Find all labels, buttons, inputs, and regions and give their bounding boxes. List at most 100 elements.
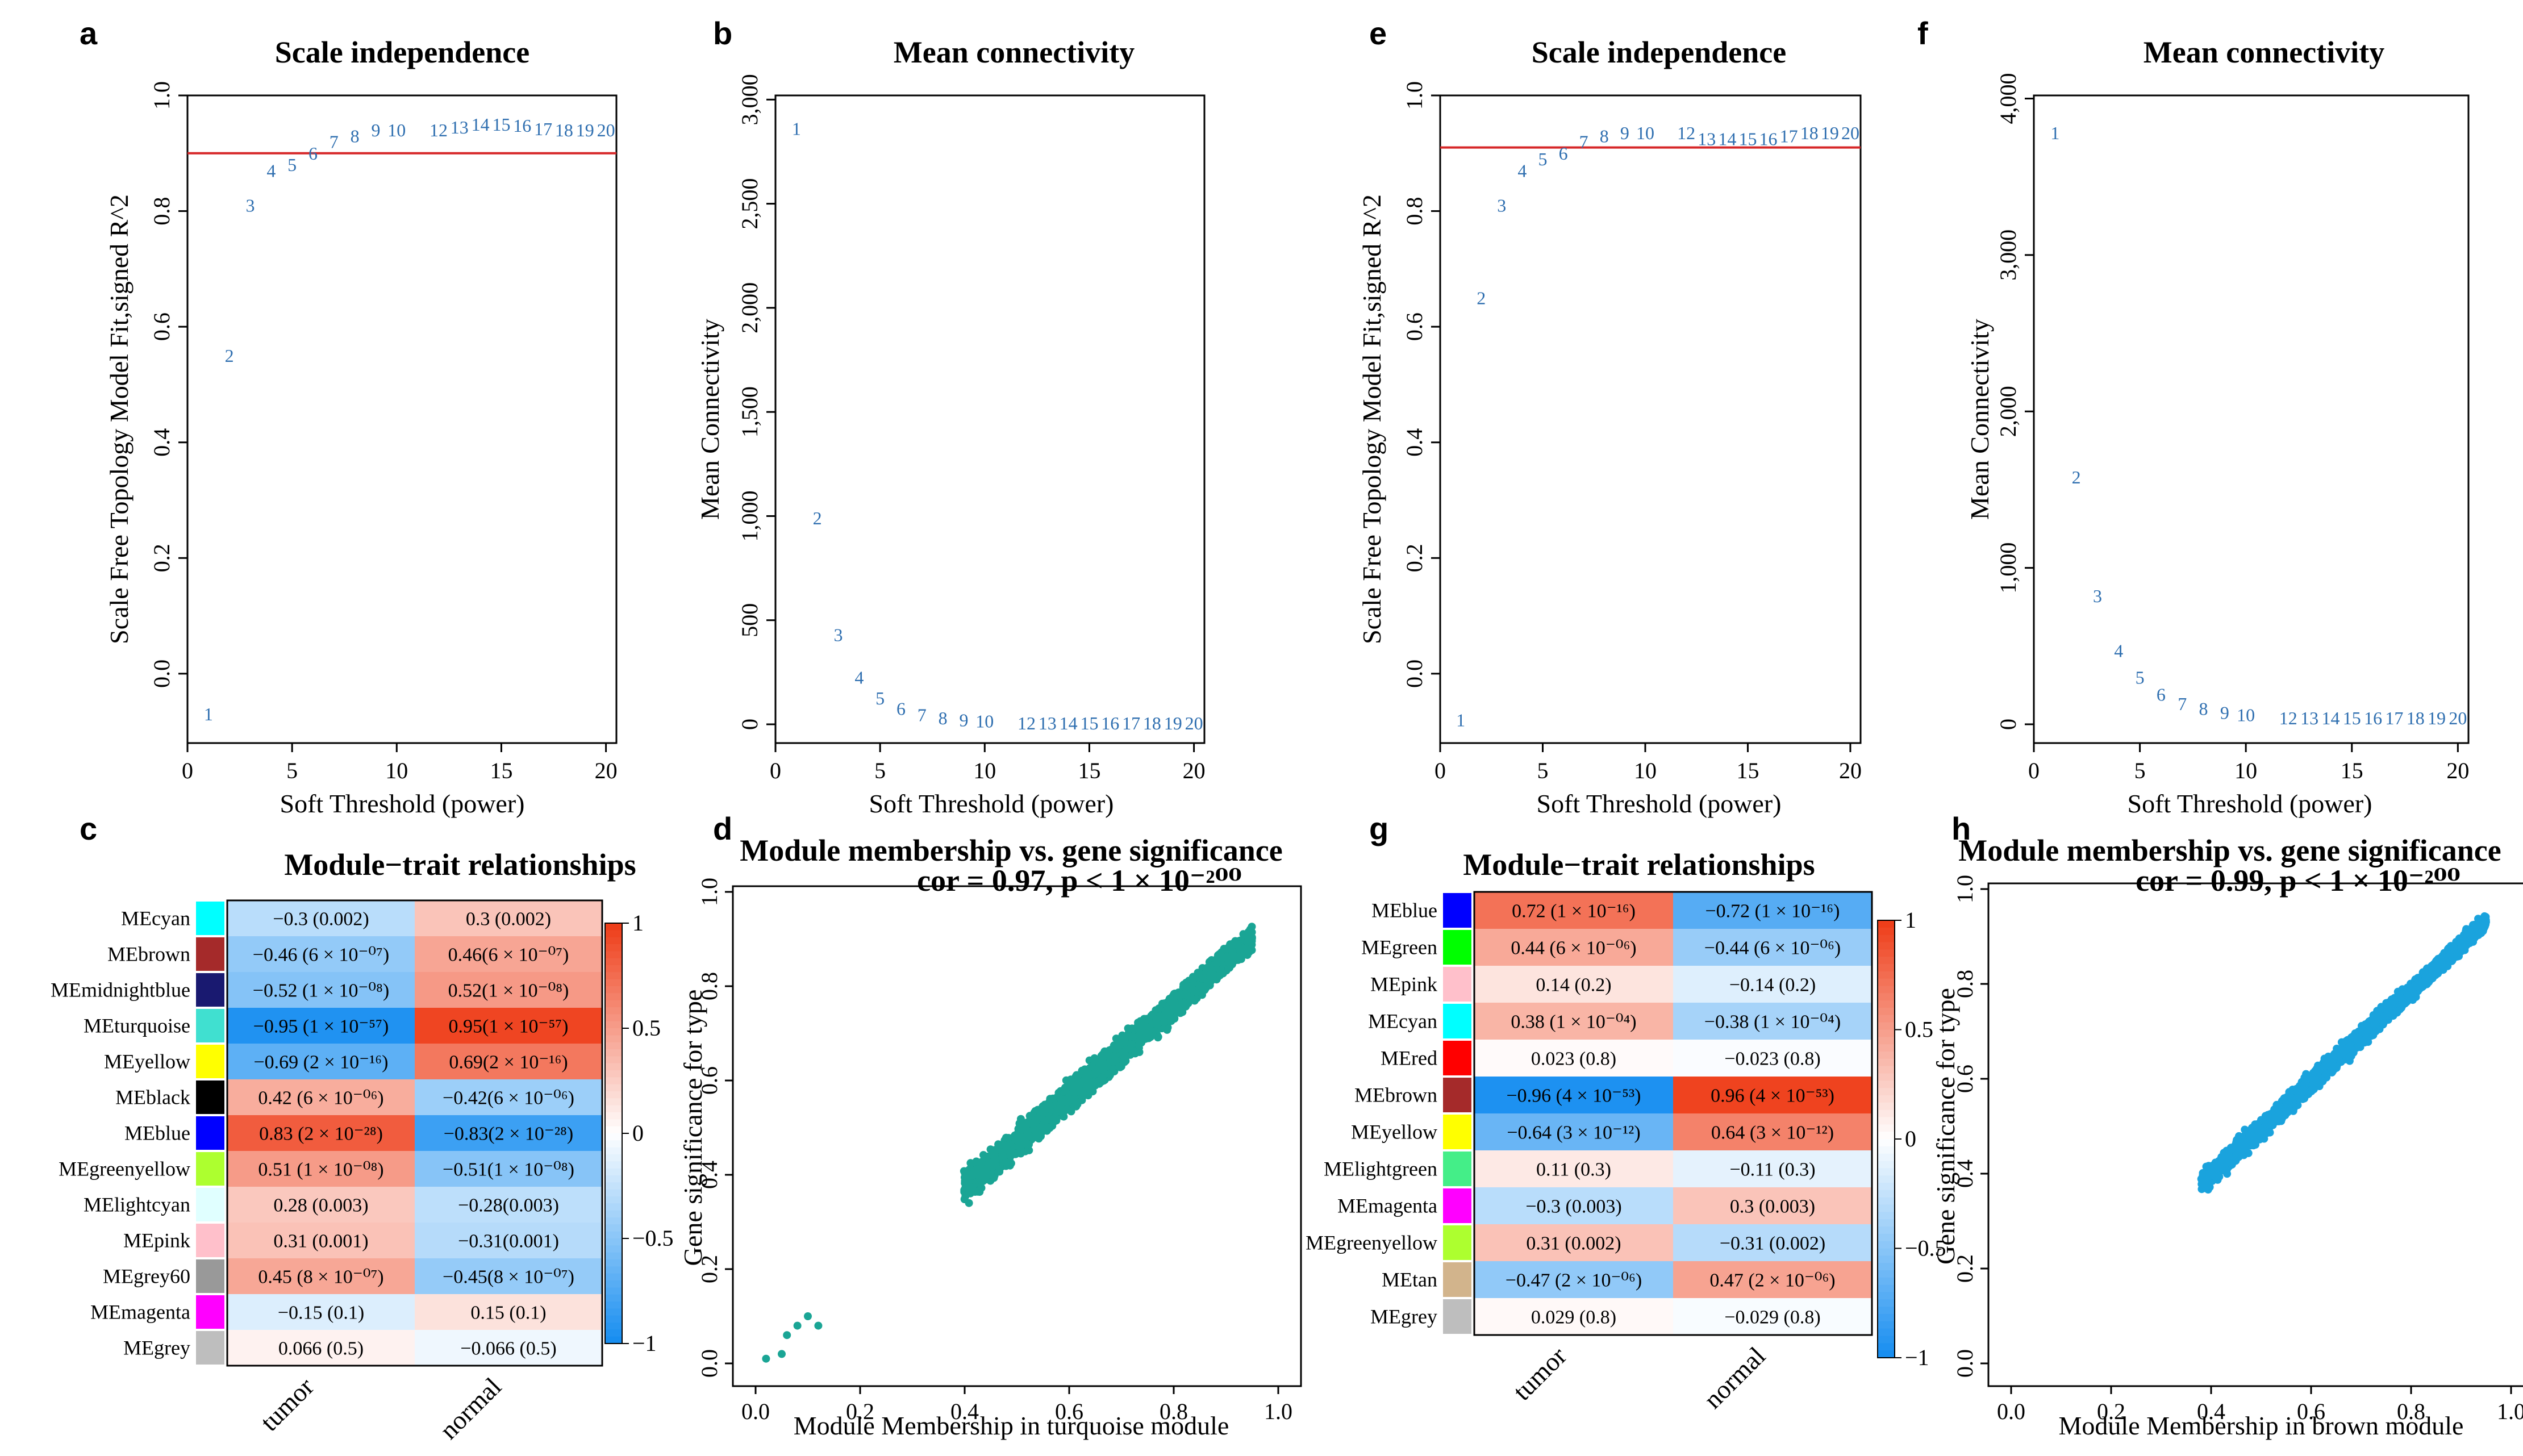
gene-point <box>1010 1149 1019 1158</box>
y-axis-label: Mean Connectivity <box>1965 319 1994 520</box>
heatmap-cell-label: 0.38 (1 × 10⁻⁰⁴) <box>1511 1012 1636 1033</box>
x-tick-label: 10 <box>973 758 996 783</box>
heatmap-cell-label: −0.45(8 × 10⁻⁰⁷) <box>443 1267 574 1288</box>
module-color-swatch <box>196 1152 224 1186</box>
heatmap-cell <box>415 1044 602 1079</box>
power-point-label: 13 <box>451 117 469 137</box>
y-tick-label: 0.2 <box>1402 544 1427 572</box>
power-point-label: 12 <box>2279 708 2297 728</box>
colorbar-segment <box>1878 1175 1895 1183</box>
module-color-swatch <box>196 1224 224 1257</box>
x-tick-label: 0.6 <box>1055 1399 1083 1424</box>
colorbar-segment <box>1878 1102 1895 1111</box>
colorbar-segment <box>605 1210 622 1218</box>
y-tick-label: 0.0 <box>1402 660 1427 688</box>
x-tick-label: 10 <box>2234 758 2257 783</box>
gene-point <box>1054 1107 1062 1116</box>
y-tick-label: 0.8 <box>697 972 722 1000</box>
heatmap-cell <box>415 1258 602 1294</box>
heatmap-cell <box>227 936 415 972</box>
x-tick-label: 1.0 <box>1264 1399 1292 1424</box>
gene-point <box>998 1148 1007 1157</box>
colorbar-segment <box>1878 1073 1895 1082</box>
colorbar-segment <box>1878 1052 1895 1059</box>
trait-column-label: normal <box>1698 1341 1771 1414</box>
y-tick-label: 0.6 <box>149 312 174 341</box>
panel-label-b: b <box>713 15 732 51</box>
module-name: MEcyan <box>1368 1010 1437 1033</box>
power-point-label: 20 <box>1185 713 1203 733</box>
x-tick-label: 5 <box>2134 758 2146 783</box>
y-tick-label: 3,000 <box>737 74 762 125</box>
x-tick-label: 20 <box>1839 758 1862 783</box>
colorbar-segment <box>605 1287 622 1295</box>
gene-point <box>1152 1019 1160 1027</box>
colorbar-segment <box>605 1273 622 1281</box>
heatmap-cell-label: −0.42(6 × 10⁻⁰⁶) <box>443 1088 574 1109</box>
colorbar-tick-label: −0.5 <box>632 1225 674 1251</box>
colorbar-segment <box>1878 1263 1895 1271</box>
x-axis-label: Soft Threshold (power) <box>869 789 1114 818</box>
y-tick-label: 1.0 <box>1402 81 1427 110</box>
power-point-label: 7 <box>1579 131 1588 152</box>
power-point-label: 4 <box>2114 641 2123 661</box>
y-tick-label: 2,500 <box>737 178 762 230</box>
colorbar-segment <box>1878 1000 1895 1008</box>
power-point-label: 2 <box>2072 467 2081 487</box>
x-tick-label: 0.4 <box>950 1399 979 1424</box>
gene-point <box>1197 982 1206 991</box>
colorbar-segment <box>605 1070 622 1078</box>
power-point-label: 17 <box>1122 713 1140 733</box>
panel-label-d: d <box>713 811 732 846</box>
gene-point <box>998 1141 1007 1149</box>
colorbar-segment <box>1878 1219 1895 1227</box>
power-point-label: 15 <box>2343 708 2361 728</box>
heatmap-cell-label: 0.42 (6 × 10⁻⁰⁶) <box>258 1088 383 1109</box>
module-name: MEpink <box>123 1229 190 1252</box>
colorbar-segment <box>605 1224 622 1232</box>
heatmap-cell-label: −0.066 (0.5) <box>460 1338 556 1359</box>
module-name: MEgrey <box>1370 1305 1437 1328</box>
module-name: MEyellow <box>104 1050 190 1073</box>
chart-title: Mean connectivity <box>2143 35 2384 69</box>
colorbar-segment <box>1878 1153 1895 1162</box>
module-name: MEblue <box>1371 899 1437 922</box>
gene-point <box>1080 1067 1089 1075</box>
power-point-label: 10 <box>2237 704 2255 725</box>
heatmap-cell-label: 0.31 (0.001) <box>273 1231 368 1252</box>
module-name: MEbrown <box>107 943 190 966</box>
x-tick-label: 0 <box>182 758 193 783</box>
y-tick-label: 0.4 <box>1952 1159 1978 1188</box>
gene-point <box>968 1171 977 1180</box>
colorbar-segment <box>605 1098 622 1106</box>
y-tick-label: 0.8 <box>149 197 174 226</box>
heatmap-cell-label: −0.46 (6 × 10⁻⁰⁷) <box>253 945 389 966</box>
heatmap-cell-label: 0.45 (8 × 10⁻⁰⁷) <box>258 1267 383 1288</box>
gene-point <box>1004 1134 1012 1142</box>
heatmap-cell-label: 0.15 (0.1) <box>470 1303 546 1324</box>
heatmap-cell-label: −0.47 (2 × 10⁻⁰⁶) <box>1506 1270 1642 1291</box>
plot-frame <box>732 885 1302 1387</box>
colorbar-segment <box>605 1175 622 1183</box>
gene-point <box>1164 1008 1172 1016</box>
y-tick-label: 0.4 <box>149 428 174 457</box>
gene-point <box>1154 1004 1163 1013</box>
colorbar-segment <box>605 1007 622 1015</box>
gene-point <box>1163 1025 1171 1034</box>
colorbar-segment <box>605 1112 622 1120</box>
power-point-label: 7 <box>918 705 927 725</box>
power-point-label: 14 <box>1060 713 1078 733</box>
heatmap-cell <box>227 1044 415 1079</box>
colorbar-segment <box>605 1042 622 1050</box>
colorbar-segment <box>605 1336 622 1344</box>
panel-label-a: a <box>80 15 98 51</box>
y-tick-label: 0.8 <box>1952 970 1978 998</box>
power-point-label: 10 <box>975 711 994 732</box>
y-tick-label: 0.0 <box>697 1349 722 1378</box>
power-point-label: 13 <box>1698 128 1716 149</box>
y-axis-label: Gene significance for type <box>678 990 707 1266</box>
colorbar-segment <box>605 1035 622 1043</box>
heatmap-cell-label: −0.44 (6 × 10⁻⁰⁶) <box>1704 938 1841 959</box>
colorbar-segment <box>1878 1066 1895 1074</box>
y-tick-label: 1.0 <box>1952 875 1978 903</box>
